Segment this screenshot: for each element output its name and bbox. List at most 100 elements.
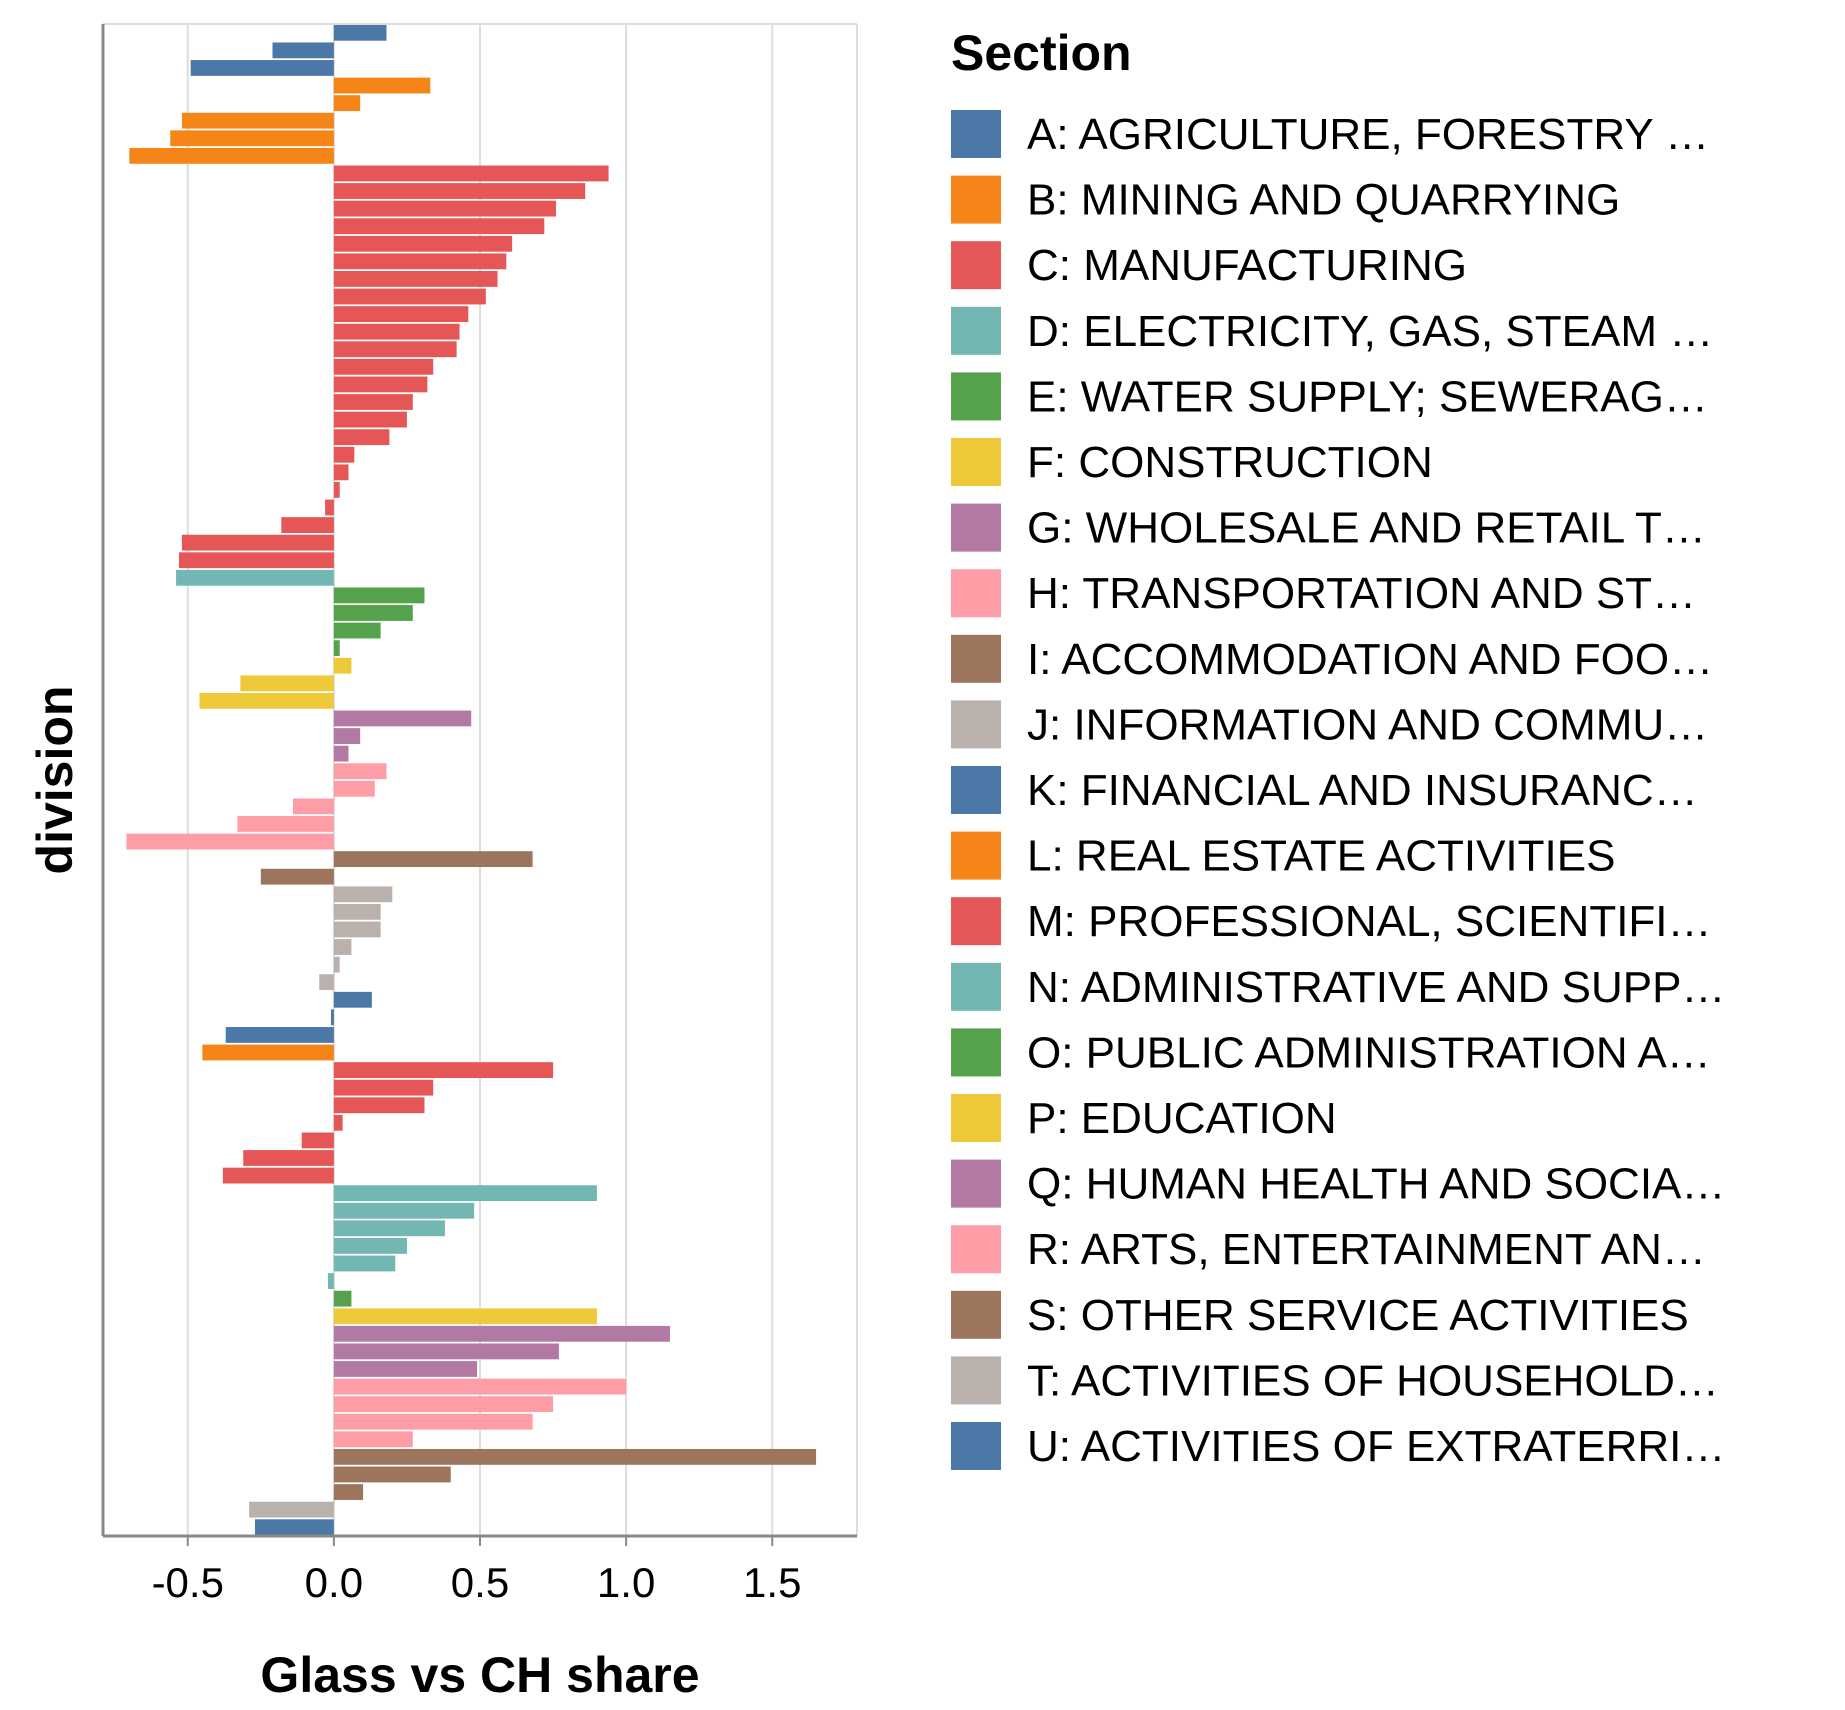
bar-n — [333, 1255, 396, 1272]
y-axis-title: division — [27, 686, 83, 875]
bar-r — [333, 1431, 413, 1448]
bar-p — [333, 1308, 597, 1325]
bar-o — [333, 1290, 352, 1307]
legend-swatch-p — [951, 1094, 1001, 1142]
bar-c — [333, 183, 586, 199]
bar-j — [333, 939, 352, 955]
legend-label-n: N: ADMINISTRATIVE AND SUPP… — [1027, 963, 1725, 1012]
bar-k — [333, 991, 372, 1008]
legend-label-l: L: REAL ESTATE ACTIVITIES — [1027, 832, 1615, 881]
bar-m — [333, 1062, 554, 1079]
legend-swatch-c — [951, 241, 1001, 290]
bar-b — [170, 130, 334, 147]
legend-label-o: O: PUBLIC ADMINISTRATION A… — [1027, 1028, 1711, 1077]
bar-n — [333, 1237, 407, 1254]
bar-m — [333, 1114, 343, 1131]
bar-h — [333, 763, 387, 780]
bar-c — [333, 306, 469, 323]
legend-label-c: C: MANUFACTURING — [1027, 241, 1467, 290]
bar-m — [301, 1132, 334, 1149]
bar-j — [333, 903, 381, 920]
legend-items: A: AGRICULTURE, FORESTRY … B: MINING AND … — [951, 110, 1725, 1471]
x-tick-label: 1.0 — [597, 1559, 655, 1606]
legend-swatch-a — [951, 110, 1001, 158]
legend-swatch-i — [951, 634, 1001, 683]
legend-label-b: B: MINING AND QUARRYING — [1027, 176, 1620, 225]
x-axis-ticks: -0.5 0.0 0.5 1.0 1.5 — [152, 1536, 801, 1606]
bar-e — [333, 587, 425, 604]
bar-k — [225, 1027, 334, 1043]
bar-u — [254, 1519, 334, 1536]
bar-r — [333, 1396, 554, 1413]
x-tick-label: 0.5 — [451, 1559, 509, 1606]
bar-c — [178, 552, 334, 569]
bar-l — [202, 1044, 334, 1061]
bar-c — [333, 288, 486, 305]
bar-c — [281, 517, 334, 533]
legend-label-a: A: AGRICULTURE, FORESTRY … — [1027, 110, 1709, 159]
bar-e — [333, 640, 340, 657]
bar-f — [199, 692, 334, 709]
bar-n — [333, 1220, 445, 1237]
bar-c — [333, 446, 355, 463]
legend-swatch-s — [951, 1290, 1001, 1339]
bar-g — [333, 745, 349, 762]
bar-m — [243, 1150, 334, 1166]
bar-f — [240, 675, 334, 692]
legend-swatch-m — [951, 897, 1001, 946]
legend-swatch-r — [951, 1225, 1001, 1274]
bar-a — [272, 42, 334, 59]
bar-i — [333, 851, 533, 868]
bar-n — [333, 1202, 475, 1219]
legend-label-s: S: OTHER SERVICE ACTIVITIES — [1027, 1291, 1689, 1340]
bar-j — [333, 921, 381, 938]
bar-c — [333, 271, 498, 287]
legend-swatch-g — [951, 503, 1001, 552]
bar-c — [333, 200, 556, 217]
bar-h — [333, 780, 375, 797]
bar-c — [333, 165, 609, 182]
x-axis-title: Glass vs CH share — [260, 1647, 699, 1703]
legend-swatch-b — [951, 175, 1001, 224]
legend-swatch-h — [951, 569, 1001, 618]
bar-a — [190, 60, 334, 76]
bar-g — [333, 728, 361, 744]
bar-s — [333, 1484, 364, 1500]
bar-m — [333, 1097, 425, 1114]
legend-label-g: G: WHOLESALE AND RETAIL T… — [1027, 504, 1706, 553]
bar-a — [333, 24, 387, 41]
bars — [126, 24, 817, 1536]
bar-b — [333, 95, 361, 112]
bar-d — [176, 569, 334, 586]
bar-n — [333, 1185, 597, 1202]
bar-r — [333, 1378, 627, 1395]
legend-swatch-o — [951, 1028, 1001, 1077]
legend-swatch-q — [951, 1159, 1001, 1208]
bar-e — [333, 622, 381, 639]
legend-swatch-j — [951, 700, 1001, 749]
legend-swatch-t — [951, 1356, 1001, 1405]
x-tick-label: 0.0 — [305, 1559, 363, 1606]
bar-n — [328, 1273, 334, 1289]
legend-swatch-l — [951, 831, 1001, 880]
bar-j — [333, 956, 340, 973]
bar-c — [333, 394, 413, 410]
bar-q — [333, 1325, 670, 1342]
legend-label-q: Q: HUMAN HEALTH AND SOCIA… — [1027, 1160, 1725, 1209]
bar-b — [333, 77, 431, 94]
bar-c — [333, 464, 349, 481]
legend-swatch-k — [951, 766, 1001, 814]
bar-j — [333, 886, 393, 903]
bar-c — [325, 499, 334, 516]
bar-c — [333, 358, 434, 375]
bar-c — [333, 411, 407, 428]
legend: Section A: AGRICULTURE, FORESTRY … B: MIN… — [951, 25, 1725, 1471]
legend-swatch-e — [951, 372, 1001, 421]
bar-s — [333, 1448, 817, 1465]
legend-label-k: K: FINANCIAL AND INSURANC… — [1027, 766, 1698, 815]
bar-q — [333, 1361, 478, 1377]
bar-h — [237, 816, 334, 832]
bar-c — [181, 534, 334, 551]
bar-m — [333, 1079, 434, 1096]
